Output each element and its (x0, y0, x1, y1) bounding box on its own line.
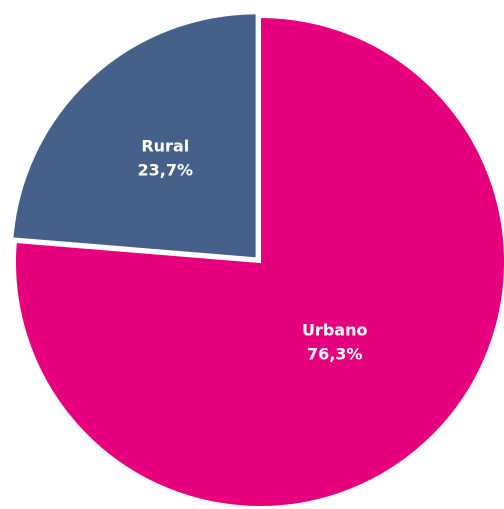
slice-value: 76,3% (307, 345, 363, 364)
pie-slice (11, 12, 258, 260)
slice-value: 23,7% (138, 161, 194, 180)
slice-label: Urbano (302, 321, 368, 340)
slice-label: Rural (141, 137, 189, 156)
pie-slice (14, 15, 504, 508)
